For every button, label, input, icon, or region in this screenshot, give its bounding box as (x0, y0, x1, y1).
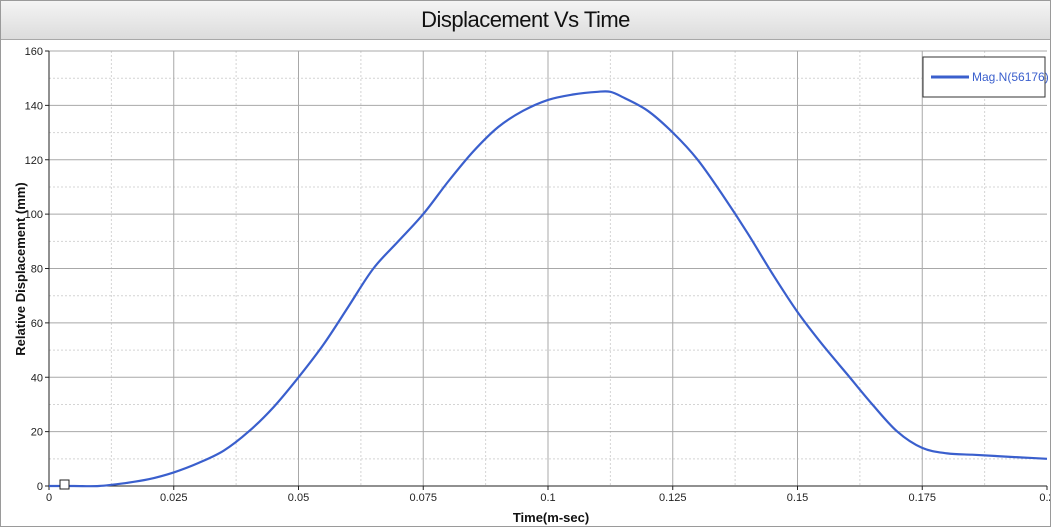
x-tick-label: 0 (46, 492, 52, 504)
y-tick-label: 40 (31, 372, 43, 384)
chart-title: Displacement Vs Time (421, 7, 630, 32)
x-tick-label: 0.05 (288, 492, 309, 504)
x-tick-label: 0.125 (659, 492, 687, 504)
x-tick-label: 0.15 (787, 492, 808, 504)
major-gridlines (49, 50, 1047, 486)
y-tick-label: 60 (31, 318, 43, 330)
y-tick-label: 80 (31, 264, 43, 276)
x-axis-title: Time(m-sec) (513, 510, 589, 525)
x-tick-label: 0.2 (1039, 492, 1050, 504)
title-bar: Displacement Vs Time (1, 1, 1050, 40)
x-tick-label: 0.075 (409, 492, 437, 504)
y-tick-label: 100 (25, 209, 43, 221)
y-tick-label: 160 (25, 46, 43, 58)
start-marker (59, 479, 70, 490)
y-axis-ticks: 0 20 40 60 80 100 120 140 160 (25, 46, 49, 493)
x-tick-label: 0.175 (908, 492, 936, 504)
y-tick-label: 0 (37, 481, 43, 493)
x-tick-label: 0.1 (540, 492, 555, 504)
x-tick-label: 0.025 (160, 492, 188, 504)
x-axis-ticks: 0 0.025 0.05 0.075 0.1 0.125 0.15 0.175 0.2 (46, 486, 1050, 504)
legend-label: Mag.N(56176) (972, 70, 1049, 84)
legend: Mag.N(56176) (922, 56, 1049, 98)
y-axis-title: Relative Displacement (mm) (13, 182, 28, 355)
y-tick-label: 20 (31, 427, 43, 439)
y-tick-label: 140 (25, 100, 43, 112)
y-tick-label: 120 (25, 155, 43, 167)
series-line-mag-n (49, 90, 1048, 488)
